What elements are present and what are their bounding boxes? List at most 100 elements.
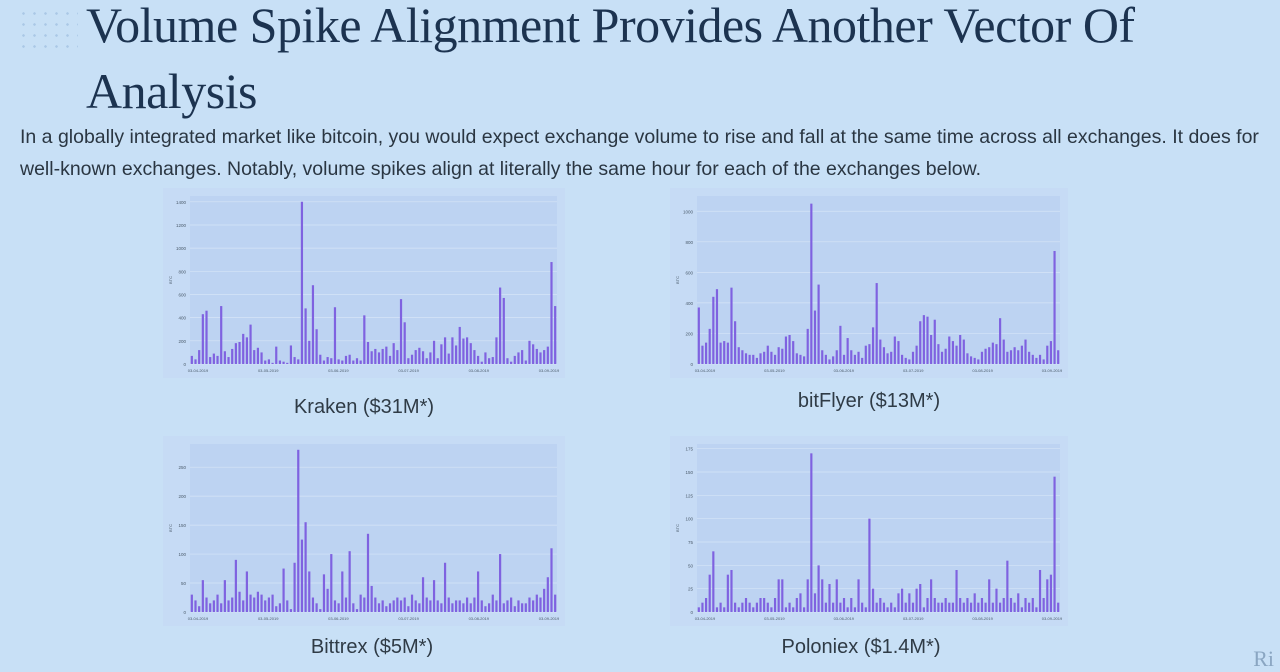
- volume-bar: [399, 600, 403, 612]
- volume-bar: [802, 356, 806, 364]
- volume-bar: [432, 340, 436, 364]
- volume-bar: [951, 602, 955, 612]
- volume-bar: [984, 348, 987, 364]
- volume-bar: [948, 602, 951, 612]
- volume-bar: [708, 574, 711, 612]
- slide-subtitle: In a globally integrated market like bit…: [20, 126, 1259, 180]
- y-tick-label: 0: [183, 362, 186, 367]
- volume-bar: [278, 603, 282, 612]
- volume-bar: [1046, 579, 1049, 612]
- volume-bar: [234, 559, 237, 612]
- x-tick-label: 03-07-2019: [398, 616, 419, 621]
- poloniex-chart: 0 25 50 75 100 125 150 175 BTC 03-04-2019 03-05-20…: [670, 436, 1068, 626]
- volume-bar: [944, 348, 947, 364]
- y-tick-label: 200: [685, 331, 693, 336]
- volume-bar: [701, 602, 704, 612]
- volume-bar: [543, 588, 546, 612]
- volume-bar: [476, 571, 480, 612]
- volume-bar: [366, 341, 370, 364]
- volume-bar: [381, 348, 384, 364]
- volume-bar: [1031, 354, 1034, 364]
- volume-bar: [429, 352, 432, 364]
- volume-bar: [388, 603, 392, 612]
- volume-bar: [704, 342, 708, 364]
- volume-bar: [704, 598, 708, 612]
- volume-bar: [832, 356, 835, 364]
- volume-bar: [267, 359, 271, 364]
- volume-bar: [300, 539, 304, 612]
- volume-bar: [190, 355, 193, 364]
- volume-bar: [344, 597, 348, 612]
- volume-bar: [528, 340, 531, 364]
- volume-bar: [734, 602, 737, 612]
- volume-bar: [388, 355, 392, 364]
- volume-bar: [864, 607, 867, 612]
- volume-bar: [469, 343, 472, 364]
- y-tick-label: 125: [685, 493, 693, 498]
- volume-bar: [1046, 345, 1049, 364]
- volume-bar: [944, 598, 947, 612]
- volume-bar: [1002, 598, 1005, 612]
- volume-bar: [784, 607, 788, 612]
- volume-bar: [462, 338, 465, 364]
- volume-bar: [506, 358, 509, 364]
- volume-bar: [370, 585, 373, 612]
- slide-title: Volume Spike Alignment Provides Another …: [86, 0, 1135, 119]
- volume-bar: [1009, 598, 1013, 612]
- volume-bar: [443, 337, 447, 364]
- bittrex-chart-label: Bittrex ($5M*): [310, 636, 434, 658]
- volume-bar: [205, 597, 208, 612]
- volume-bar: [712, 296, 715, 364]
- volume-bar: [403, 322, 406, 364]
- volume-bar: [513, 606, 516, 612]
- volume-bar: [875, 602, 878, 612]
- volume-bar: [773, 598, 777, 612]
- volume-bar: [861, 357, 864, 364]
- volume-bar: [238, 591, 241, 612]
- volume-bar: [973, 357, 976, 364]
- volume-bar: [271, 362, 274, 364]
- volume-bar: [723, 341, 726, 364]
- volume-bar: [763, 598, 766, 612]
- volume-bar: [517, 600, 520, 612]
- y-tick-label: 150: [178, 523, 186, 528]
- volume-bar: [1020, 345, 1023, 364]
- volume-bar: [766, 602, 769, 612]
- volume-bar: [788, 334, 791, 364]
- volume-bar: [289, 345, 293, 364]
- volume-bar: [969, 356, 973, 364]
- x-tick-label: 03-07-2019: [903, 616, 924, 621]
- plot-area: [190, 196, 557, 364]
- x-tick-label: 03-05-2019: [258, 368, 279, 373]
- volume-bar: [1020, 607, 1023, 612]
- plot-area: [697, 196, 1060, 364]
- x-tick-label: 03-07-2019: [398, 368, 419, 373]
- volume-bar: [915, 588, 918, 612]
- volume-bar: [201, 580, 204, 612]
- volume-bar: [962, 339, 965, 364]
- volume-bar: [330, 554, 333, 612]
- volume-bar: [1049, 341, 1053, 364]
- volume-bar: [271, 594, 274, 612]
- volume-bar: [846, 338, 849, 364]
- volume-bar: [882, 347, 886, 364]
- volume-bar: [973, 593, 976, 612]
- volume-bar: [425, 597, 428, 612]
- volume-bar: [253, 597, 256, 612]
- volume-bar: [278, 360, 282, 364]
- volume-bar: [352, 360, 355, 364]
- y-tick-label: 100: [178, 552, 186, 557]
- volume-bar: [991, 342, 994, 364]
- volume-bar: [893, 607, 896, 612]
- volume-bar: [275, 606, 278, 612]
- volume-bar: [256, 591, 259, 612]
- volume-bar: [824, 354, 827, 364]
- y-tick-label: 800: [178, 269, 186, 274]
- volume-bar: [506, 600, 509, 612]
- volume-bar: [249, 324, 252, 364]
- volume-bar: [969, 602, 973, 612]
- volume-bar: [1035, 607, 1038, 612]
- volume-bar: [781, 348, 784, 364]
- volume-bar: [922, 315, 925, 364]
- volume-bar: [770, 607, 773, 612]
